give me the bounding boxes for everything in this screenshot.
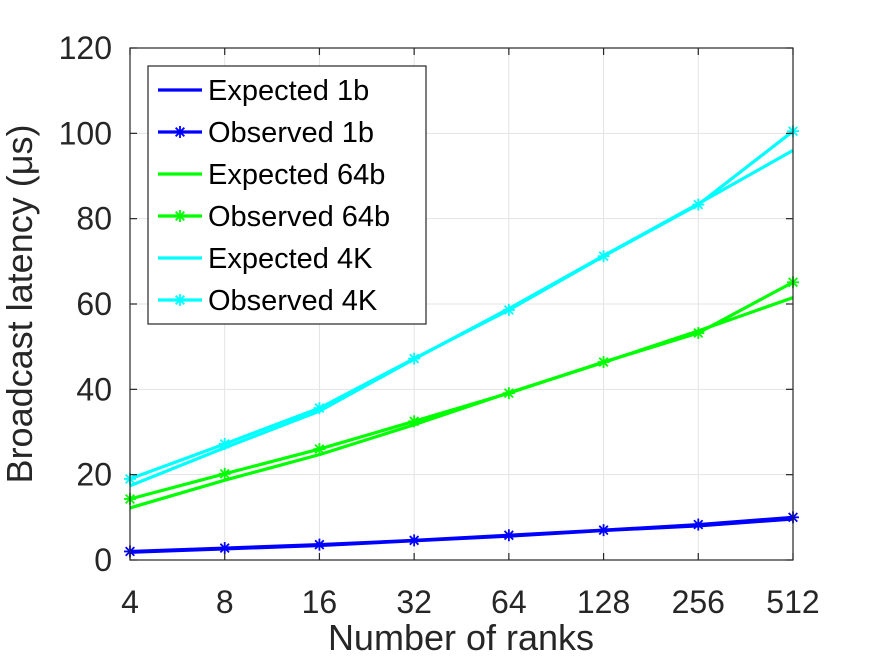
data-point-series-1 bbox=[218, 542, 231, 555]
data-point-series-5 bbox=[692, 198, 705, 211]
data-point-series-3 bbox=[692, 327, 705, 340]
data-point-series-1 bbox=[408, 534, 421, 547]
axis-ticks: 4 8 16 32 64 128 256 512 0 20 40 60 80 100 120 bbox=[59, 30, 820, 620]
data-point-series-1 bbox=[597, 524, 610, 537]
data-point-series-3 bbox=[408, 415, 421, 428]
data-point-series-5 bbox=[313, 402, 326, 415]
y-tick-label: 100 bbox=[59, 115, 112, 151]
x-tick-label: 32 bbox=[396, 584, 432, 620]
legend-marker-5 bbox=[174, 294, 186, 306]
y-tick-label: 60 bbox=[76, 286, 112, 322]
data-point-series-3 bbox=[502, 387, 515, 400]
data-point-series-3 bbox=[597, 356, 610, 369]
x-axis-label: Number of ranks bbox=[328, 617, 594, 656]
data-point-series-5 bbox=[502, 303, 515, 316]
x-tick-label: 256 bbox=[672, 584, 725, 620]
x-tick-label: 512 bbox=[766, 584, 819, 620]
series-line-5 bbox=[129, 129, 794, 481]
y-tick-label: 20 bbox=[76, 457, 112, 493]
x-tick-label: 64 bbox=[491, 584, 527, 620]
x-tick-label: 16 bbox=[302, 584, 338, 620]
y-tick-label: 120 bbox=[59, 30, 112, 66]
legend-box bbox=[147, 65, 427, 325]
legend-label-3: Observed 64b bbox=[208, 201, 390, 233]
legend-label-5: Observed 4K bbox=[208, 285, 378, 317]
legend-marker-3 bbox=[174, 210, 186, 222]
x-tick-label: 8 bbox=[216, 584, 234, 620]
legend-label-2: Expected 64b bbox=[208, 159, 385, 191]
data-point-series-1 bbox=[313, 538, 326, 551]
series-line-3 bbox=[129, 280, 794, 501]
series-layer bbox=[124, 125, 799, 558]
data-point-series-5 bbox=[218, 437, 231, 450]
data-point-series-5 bbox=[597, 250, 610, 263]
series-line-1 bbox=[129, 515, 794, 554]
data-point-series-5 bbox=[408, 352, 421, 365]
legend-label-1: Observed 1b bbox=[208, 117, 374, 149]
x-tick-label: 128 bbox=[577, 584, 630, 620]
y-tick-label: 80 bbox=[76, 201, 112, 237]
legend-label-0: Expected 1b bbox=[208, 75, 369, 107]
y-tick-label: 0 bbox=[94, 542, 112, 578]
legend: Expected 1b Observed 1b Expected 64b Observ… bbox=[147, 65, 427, 325]
x-tick-label: 4 bbox=[121, 584, 139, 620]
data-point-series-3 bbox=[218, 467, 231, 480]
legend-label-4: Expected 4K bbox=[208, 243, 373, 275]
y-tick-label: 40 bbox=[76, 371, 112, 407]
legend-marker-1 bbox=[174, 126, 186, 138]
data-point-series-3 bbox=[313, 443, 326, 456]
data-point-series-1 bbox=[502, 529, 515, 542]
y-axis-label: Broadcast latency (μs) bbox=[0, 125, 40, 484]
data-point-series-1 bbox=[692, 518, 705, 531]
